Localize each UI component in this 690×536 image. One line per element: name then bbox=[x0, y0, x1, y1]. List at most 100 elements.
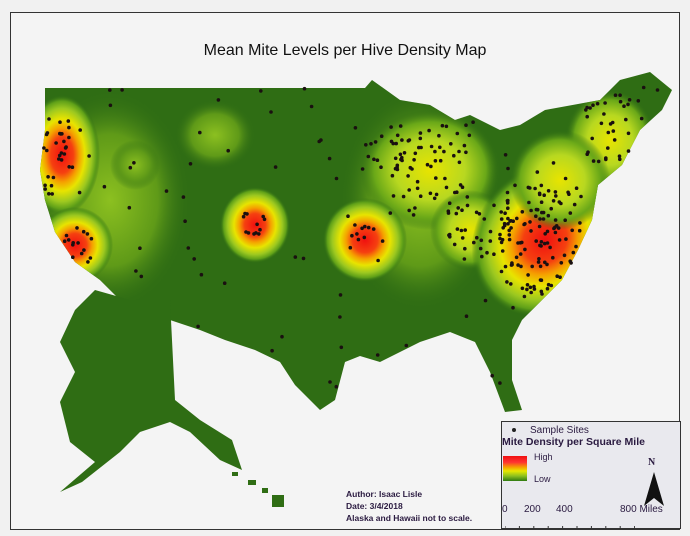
sample-site bbox=[617, 154, 622, 158]
sample-site bbox=[399, 157, 403, 162]
sample-site bbox=[585, 114, 589, 119]
sample-site bbox=[246, 231, 251, 235]
sample-site bbox=[369, 142, 373, 146]
sample-site bbox=[464, 123, 468, 127]
sample-site bbox=[404, 343, 409, 348]
sample-site bbox=[507, 228, 512, 233]
sample-site bbox=[511, 219, 515, 223]
sample-site bbox=[444, 124, 449, 129]
sample-site bbox=[528, 220, 532, 224]
sample-site bbox=[567, 192, 571, 196]
sample-site bbox=[82, 248, 86, 252]
sample-site bbox=[270, 348, 274, 353]
sample-site bbox=[536, 260, 541, 264]
sample-site bbox=[188, 162, 193, 166]
sample-site bbox=[520, 210, 525, 214]
sample-site bbox=[328, 380, 332, 384]
sample-site bbox=[627, 98, 632, 102]
sample-site bbox=[532, 284, 536, 289]
hawaii bbox=[232, 472, 284, 507]
sample-site bbox=[518, 241, 523, 245]
sample-site bbox=[488, 239, 493, 243]
sites-label: Sample Sites bbox=[530, 425, 589, 436]
sample-site bbox=[86, 260, 90, 264]
sample-site bbox=[603, 101, 607, 105]
sample-site bbox=[500, 237, 505, 242]
sample-site bbox=[134, 269, 138, 273]
sample-site bbox=[402, 151, 407, 155]
sample-site bbox=[546, 189, 551, 193]
sample-site bbox=[51, 175, 56, 180]
sample-site bbox=[604, 157, 608, 162]
sample-site bbox=[510, 261, 514, 265]
sample-site bbox=[85, 232, 90, 236]
sample-site bbox=[372, 157, 376, 162]
sample-site bbox=[465, 195, 470, 199]
sample-site bbox=[75, 226, 79, 230]
sample-site bbox=[199, 272, 204, 277]
sample-site bbox=[554, 194, 558, 198]
sample-site bbox=[262, 217, 267, 222]
sample-site bbox=[460, 208, 464, 212]
color-ramp bbox=[503, 456, 527, 481]
sample-site bbox=[186, 246, 191, 250]
sample-site bbox=[428, 191, 433, 196]
sample-site bbox=[523, 222, 527, 226]
sample-site bbox=[449, 142, 453, 146]
sample-site bbox=[503, 153, 508, 157]
sample-site bbox=[515, 216, 519, 221]
sample-site bbox=[70, 165, 75, 169]
sample-site bbox=[458, 183, 463, 187]
scale-200: 200 bbox=[524, 504, 541, 515]
sample-site bbox=[551, 255, 555, 260]
sample-site bbox=[543, 232, 547, 236]
sample-site bbox=[475, 235, 479, 240]
sample-site bbox=[499, 217, 504, 221]
sample-site bbox=[546, 213, 551, 218]
sample-site bbox=[258, 227, 262, 232]
sample-site bbox=[462, 257, 467, 261]
sample-site bbox=[537, 224, 542, 229]
sample-site bbox=[64, 233, 69, 238]
sample-site bbox=[559, 261, 564, 265]
sample-site bbox=[537, 257, 541, 261]
sample-site bbox=[505, 190, 510, 195]
sample-site bbox=[198, 130, 202, 135]
sample-site bbox=[43, 183, 47, 188]
author-label: Author: Isaac Lisle bbox=[346, 489, 423, 499]
sample-site bbox=[568, 259, 572, 264]
sample-site bbox=[429, 144, 434, 149]
sample-site bbox=[42, 146, 46, 150]
sample-site bbox=[379, 134, 384, 138]
sample-site bbox=[545, 241, 550, 245]
sample-site bbox=[542, 241, 547, 246]
sample-site bbox=[54, 141, 58, 145]
sample-site bbox=[539, 240, 544, 244]
sample-site bbox=[534, 239, 538, 243]
scale-400: 400 bbox=[556, 504, 573, 515]
sample-site bbox=[226, 148, 230, 153]
sample-site bbox=[401, 194, 406, 199]
sample-site bbox=[139, 274, 144, 279]
sample-site bbox=[542, 193, 546, 197]
sample-site bbox=[618, 93, 622, 97]
sample-site bbox=[492, 252, 496, 256]
sample-site bbox=[183, 219, 187, 223]
sample-site bbox=[641, 85, 646, 90]
scale-800: 800 Miles bbox=[620, 504, 663, 515]
sample-site bbox=[334, 176, 339, 181]
sample-site bbox=[606, 146, 610, 150]
sample-site bbox=[509, 226, 513, 230]
sample-site bbox=[45, 131, 50, 135]
sample-site bbox=[655, 88, 660, 92]
sample-site bbox=[479, 238, 484, 243]
sample-site bbox=[564, 237, 568, 241]
sample-site bbox=[418, 131, 423, 135]
sample-site bbox=[571, 250, 576, 255]
sample-site bbox=[88, 256, 93, 260]
sample-site bbox=[273, 165, 278, 169]
sample-site bbox=[459, 228, 464, 233]
sample-site bbox=[518, 252, 523, 256]
sample-site bbox=[535, 207, 540, 212]
sample-site bbox=[454, 211, 459, 216]
